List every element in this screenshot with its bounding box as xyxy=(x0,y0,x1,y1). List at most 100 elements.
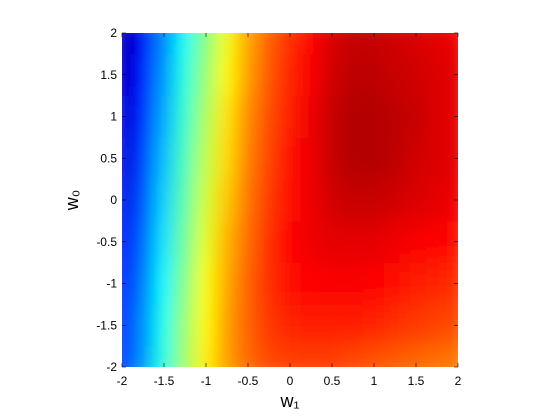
contour-cell xyxy=(321,53,343,97)
contour-cell xyxy=(300,136,322,180)
contour-cell xyxy=(363,95,385,138)
contour-cell xyxy=(122,220,133,264)
contour-cell xyxy=(153,178,175,222)
contour-cell xyxy=(122,178,133,222)
contour-cell xyxy=(174,262,196,305)
y-tick-label: -1 xyxy=(106,277,117,291)
contour-cell xyxy=(300,262,322,305)
contour-cell xyxy=(300,95,322,138)
x-tick-label: -1 xyxy=(201,374,212,388)
contour-cell xyxy=(195,303,217,347)
y-tick-label: 2 xyxy=(110,26,117,40)
contour-cell xyxy=(321,220,343,264)
contour-cell xyxy=(237,95,259,138)
contour-cell xyxy=(321,345,343,367)
contour-cell xyxy=(258,136,280,180)
y-tick-label: -0.5 xyxy=(96,235,117,249)
contour-cell xyxy=(237,178,259,222)
contour-cell xyxy=(321,178,343,222)
contour-cell xyxy=(426,53,448,97)
y-tick-label: 1 xyxy=(110,110,117,124)
contour-cell xyxy=(279,220,301,264)
y-tick-label: 0 xyxy=(110,193,117,207)
contour-cell xyxy=(195,262,217,305)
contour-cell xyxy=(122,53,133,97)
contour-cell xyxy=(342,178,364,222)
contour-cell xyxy=(237,136,259,180)
contour-cell xyxy=(426,95,448,138)
contour-cell xyxy=(363,53,385,97)
contour-cell xyxy=(132,303,154,347)
contour-cell xyxy=(363,33,385,55)
contour-cell xyxy=(216,178,238,222)
contour-cell xyxy=(122,95,133,138)
contour-cell xyxy=(342,33,364,55)
contour-cell xyxy=(363,220,385,264)
contour-cell xyxy=(237,303,259,347)
contour-cell xyxy=(279,303,301,347)
contour-cell xyxy=(153,136,175,180)
contour-cell xyxy=(384,345,406,367)
x-axis-label: w₁ xyxy=(279,391,299,411)
contour-cell xyxy=(342,53,364,97)
x-tick-label: -0.5 xyxy=(238,374,259,388)
x-tick-label: 0 xyxy=(287,374,294,388)
contour-cell xyxy=(153,345,175,367)
contour-cell xyxy=(237,262,259,305)
contour-cell xyxy=(405,345,427,367)
contour-cell xyxy=(342,136,364,180)
contour-cell xyxy=(216,303,238,347)
contour-cell xyxy=(342,262,364,305)
contour-cell xyxy=(174,136,196,180)
contour-cell xyxy=(447,95,458,138)
contour-cell xyxy=(174,53,196,97)
contour-cell xyxy=(132,345,154,367)
contour-cell xyxy=(447,262,458,305)
contour-cell xyxy=(384,262,406,305)
contour-cell xyxy=(300,178,322,222)
contour-cell xyxy=(195,345,217,367)
contour-cell xyxy=(426,178,448,222)
contour-cell xyxy=(258,53,280,97)
contour-cell xyxy=(426,303,448,347)
contour-cell xyxy=(321,33,343,55)
contour-cell xyxy=(237,33,259,55)
contour-cell xyxy=(258,220,280,264)
y-tick-label: 0.5 xyxy=(100,151,117,165)
contour-cell xyxy=(405,53,427,97)
contour-cell xyxy=(300,303,322,347)
contour-cell xyxy=(447,303,458,347)
contour-cell xyxy=(258,33,280,55)
contour-cell xyxy=(384,33,406,55)
contour-cell xyxy=(216,345,238,367)
contour-cell xyxy=(384,178,406,222)
contour-cell xyxy=(426,136,448,180)
contour-cell xyxy=(384,220,406,264)
contour-cell xyxy=(258,178,280,222)
x-tick-label: 1.5 xyxy=(408,374,425,388)
contour-cell xyxy=(195,178,217,222)
contour-cell xyxy=(321,136,343,180)
contour-cell xyxy=(279,136,301,180)
contour-cell xyxy=(216,136,238,180)
contour-cell xyxy=(216,262,238,305)
contour-cell xyxy=(153,53,175,97)
contour-cell xyxy=(122,136,133,180)
contour-cell xyxy=(153,303,175,347)
contour-cell xyxy=(195,95,217,138)
contour-cell xyxy=(426,33,448,55)
contour-cell xyxy=(132,262,154,305)
contour-cell xyxy=(405,220,427,264)
contour-cell xyxy=(132,136,154,180)
x-tick-label: -2 xyxy=(117,374,128,388)
contour-cell xyxy=(279,33,301,55)
contour-cell xyxy=(195,53,217,97)
contour-cell xyxy=(237,345,259,367)
contour-cell xyxy=(122,262,133,305)
contour-cell xyxy=(384,95,406,138)
contour-cell xyxy=(342,345,364,367)
contour-cell xyxy=(258,345,280,367)
contour-cell xyxy=(174,345,196,367)
contour-cell xyxy=(447,178,458,222)
